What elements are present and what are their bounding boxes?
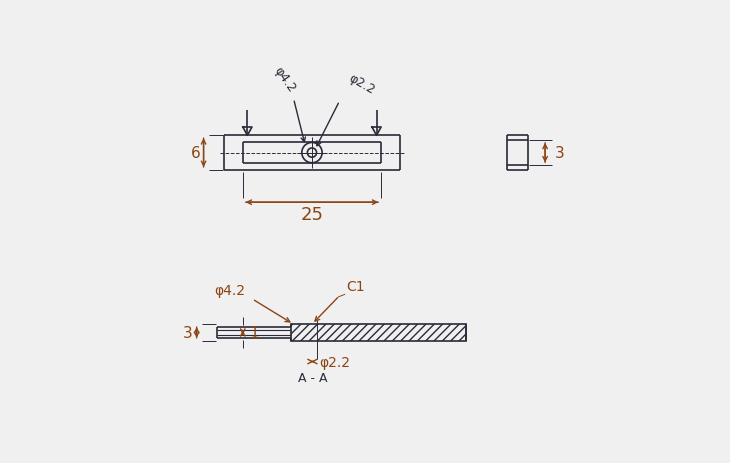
Text: 3: 3 [182,325,192,340]
Text: 3: 3 [554,146,564,161]
Text: φ2.2: φ2.2 [347,72,377,97]
Bar [291,325,466,341]
Text: φ4.2: φ4.2 [214,284,245,298]
Text: 6: 6 [191,146,200,161]
Text: 1: 1 [250,325,259,340]
Text: C1: C1 [347,280,365,294]
Text: A - A: A - A [298,371,327,384]
Text: 25: 25 [301,205,323,223]
Text: φ2.2: φ2.2 [319,355,350,369]
Text: φ4.2: φ4.2 [271,64,298,94]
